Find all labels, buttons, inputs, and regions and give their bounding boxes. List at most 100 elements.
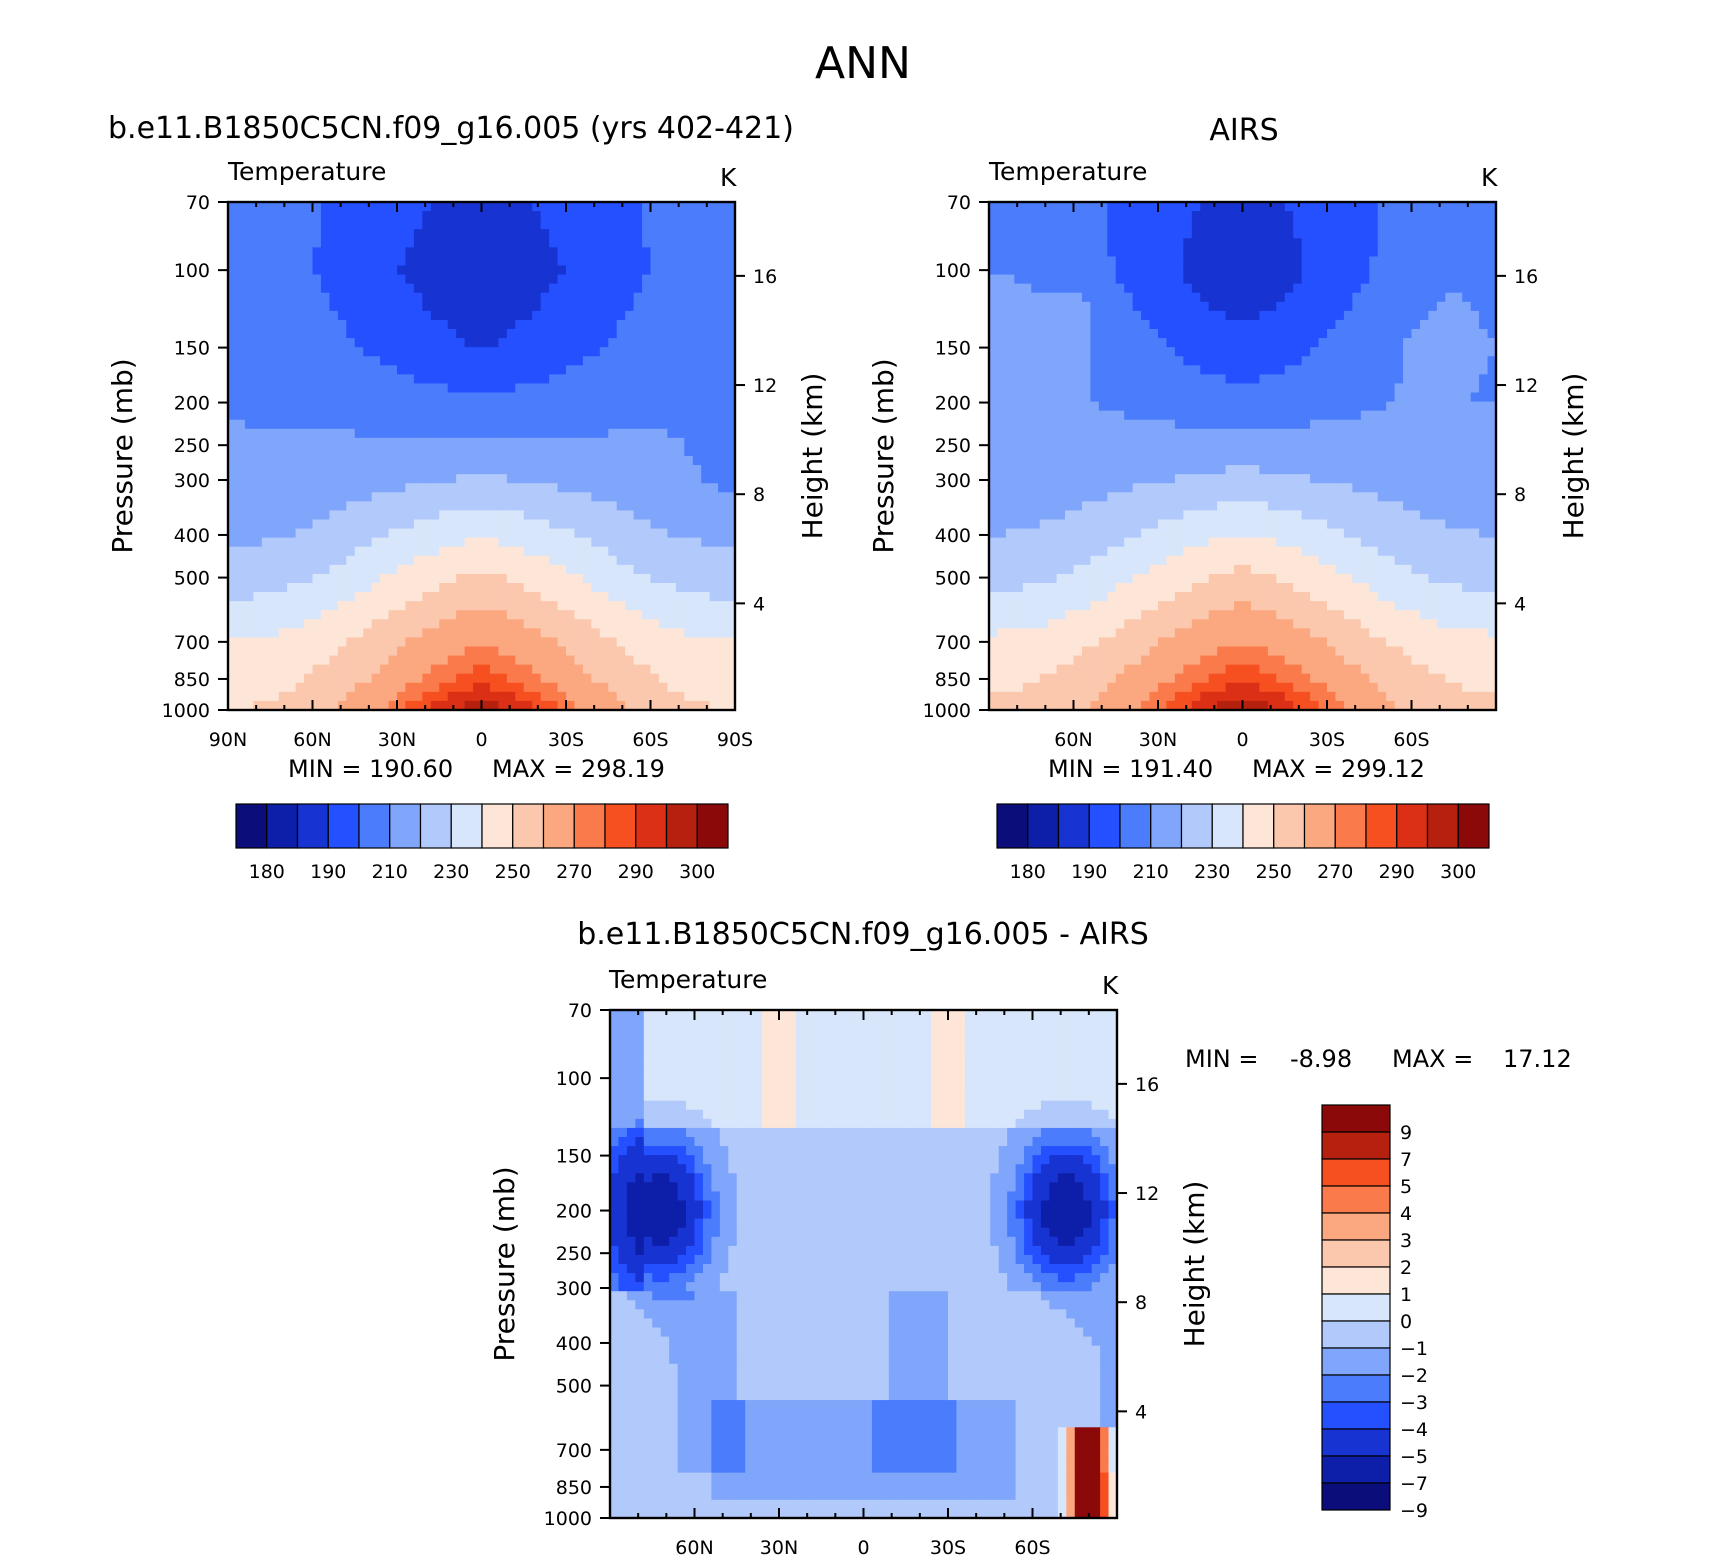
- panel-airs-cell: [1335, 265, 1345, 276]
- panel-airs-cell: [1343, 283, 1353, 294]
- panel-airs-cell: [1014, 374, 1024, 385]
- panel-model-cell: [295, 365, 305, 375]
- panel-model-cell: [456, 456, 466, 466]
- panel-airs-cell: [1335, 220, 1345, 230]
- panel-model-cell: [515, 283, 525, 294]
- panel-model-cell: [549, 319, 559, 330]
- panel-model-cell: [591, 601, 601, 611]
- panel-model-cell: [236, 211, 246, 221]
- panel-model-cell: [540, 329, 550, 339]
- panel-airs-cell: [1005, 401, 1015, 412]
- panel-airs-cell: [1107, 220, 1117, 230]
- panel-airs-cell: [1166, 283, 1176, 294]
- panel-airs-cell: [1479, 265, 1489, 276]
- panel-model-cell: [675, 265, 685, 276]
- panel-model-cell: [642, 510, 652, 521]
- panel-model-cell: [473, 655, 483, 666]
- panel-model-cell: [718, 383, 728, 394]
- panel-airs-cell: [1183, 265, 1193, 276]
- panel-airs-cell: [1065, 329, 1075, 339]
- panel-model-cell: [709, 573, 719, 584]
- panel-model-cell: [667, 474, 677, 484]
- panel-model-cell: [473, 220, 483, 230]
- panel-airs-cell: [1453, 310, 1463, 321]
- panel-model-cell: [667, 265, 677, 276]
- panel-model-cell: [616, 583, 626, 593]
- panel-model-cell: [312, 555, 322, 566]
- panel-model-cell: [253, 428, 263, 439]
- panel-model-cell: [337, 419, 347, 430]
- panel-model-cell: [287, 474, 297, 484]
- panel-model-cell: [506, 465, 516, 475]
- panel-model-cell: [270, 519, 280, 530]
- panel-model-cell: [447, 564, 457, 575]
- panel-model-cell: [599, 274, 609, 285]
- panel-airs-cell: [1014, 220, 1024, 230]
- panel-model-ytick-label: 70: [186, 192, 210, 214]
- panel-model-cell: [675, 483, 685, 493]
- panel-model-cell: [337, 646, 347, 657]
- panel-model-cell: [380, 365, 390, 375]
- panel-model-cell: [726, 211, 735, 221]
- panel-airs-cell: [1470, 238, 1480, 248]
- panel-airs-cell: [1360, 365, 1370, 375]
- panel-airs-cell: [1174, 283, 1184, 294]
- panel-airs-cell: [1166, 292, 1176, 303]
- panel-model-cell: [709, 419, 719, 430]
- panel-model-cell: [261, 483, 271, 493]
- panel-model-cell: [709, 365, 719, 375]
- panel-model-cell: [582, 483, 592, 493]
- panel-model-cell: [295, 301, 305, 312]
- panel-model-cell: [574, 401, 584, 412]
- panel-model-cell: [616, 301, 626, 312]
- panel-model-cell: [405, 310, 415, 321]
- panel-airs-cell: [1081, 256, 1091, 267]
- panel-airs-cell: [1065, 383, 1075, 394]
- panel-model-cell: [253, 383, 263, 394]
- panel-model-cell: [464, 383, 474, 394]
- panel-model-cell: [236, 637, 246, 648]
- panel-model-cell: [633, 229, 643, 239]
- panel-model-cell: [616, 229, 626, 239]
- panel-model-cell: [329, 392, 339, 403]
- panel-model-cell: [557, 220, 567, 230]
- panel-model-cell: [506, 483, 516, 493]
- panel-airs-cell: [1318, 419, 1328, 430]
- panel-model-cell: [701, 446, 711, 457]
- panel-model-cell: [312, 456, 322, 466]
- panel-model-cell: [709, 628, 719, 639]
- panel-model-cell: [582, 238, 592, 248]
- panel-airs-cell: [1081, 365, 1091, 375]
- panel-airs-cell: [1428, 410, 1438, 421]
- panel-model-cell: [287, 274, 297, 285]
- panel-airs-cell: [1386, 265, 1396, 276]
- panel-model-cell: [473, 628, 483, 639]
- panel-model-cell: [650, 610, 660, 620]
- panel-airs-cell: [1343, 220, 1353, 230]
- panel-model-cell: [566, 374, 576, 385]
- panel-model-cell: [329, 410, 339, 421]
- panel-model-cell: [658, 646, 668, 657]
- panel-model-cell: [337, 619, 347, 629]
- panel-model-cell: [658, 673, 668, 684]
- panel-airs-cell: [1158, 410, 1168, 421]
- panel-model-cell: [295, 583, 305, 593]
- panel-model-cell: [591, 283, 601, 294]
- panel-model-cell: [566, 301, 576, 312]
- panel-model-cell: [667, 528, 677, 539]
- panel-model-cell: [692, 238, 702, 248]
- panel-model-cell: [236, 437, 246, 448]
- panel-airs-cell: [1369, 274, 1379, 285]
- panel-model-cell: [371, 456, 381, 466]
- panel-airs-cell: [1056, 347, 1066, 357]
- panel-airs-cell: [1005, 247, 1015, 258]
- panel-model-cell: [388, 519, 398, 530]
- panel-model-cell: [667, 292, 677, 303]
- panel-airs-cell: [1360, 256, 1370, 267]
- panel-model-cell: [261, 392, 271, 403]
- panel-model-cell: [633, 310, 643, 321]
- panel-model-cell: [658, 229, 668, 239]
- panel-airs-cell: [1301, 374, 1311, 385]
- panel-model-cell: [388, 301, 398, 312]
- panel-model-cell: [523, 564, 533, 575]
